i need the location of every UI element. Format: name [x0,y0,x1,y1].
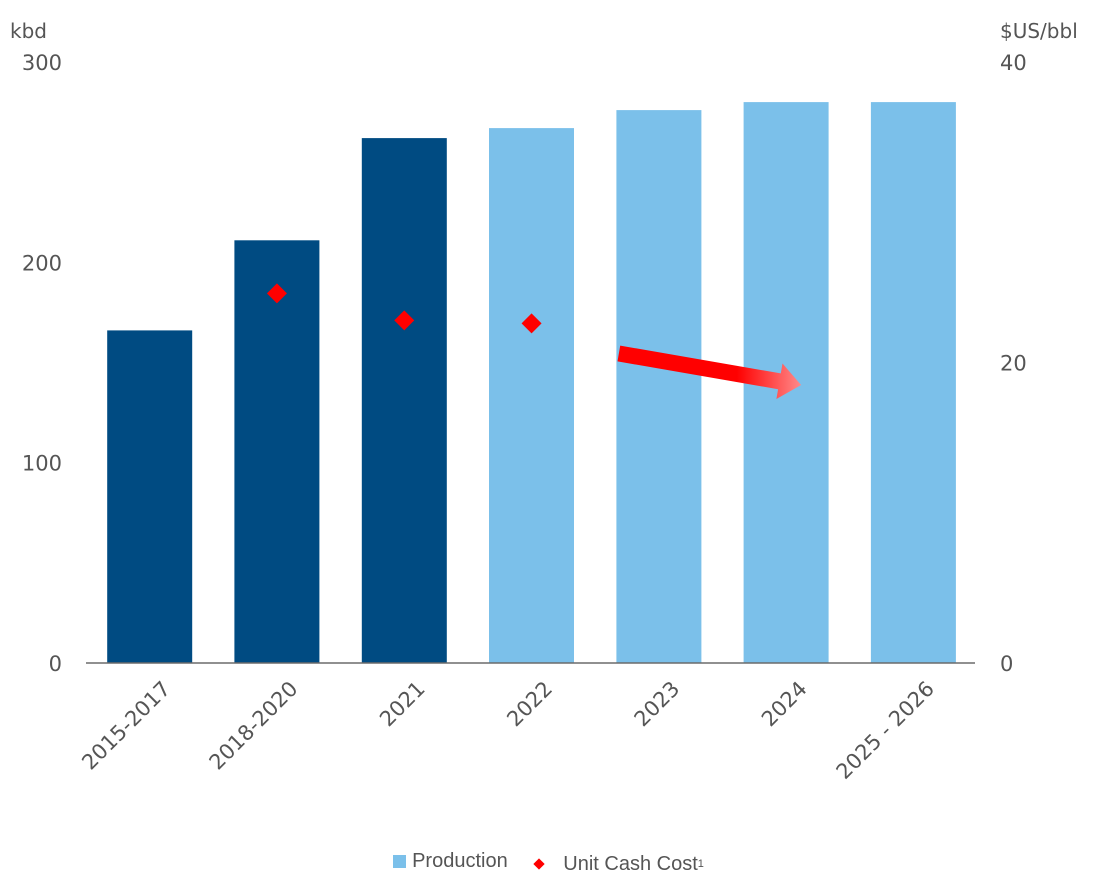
trend-arrow [617,345,802,399]
category-label-2: 2021 [375,677,430,732]
bar-4 [616,110,702,664]
bar-6 [870,102,956,664]
left-axis-unit: kbd [10,19,47,43]
right-axis-unit: $US/bbl [1000,19,1078,43]
left-tick-label: 300 [22,51,62,75]
category-label-6: 2025 - 2026 [832,677,939,784]
left-tick-label: 200 [22,251,62,275]
legend-item-production: Production [393,850,508,873]
left-tick-label: 0 [49,652,62,676]
cost-marker-3 [521,313,542,334]
legend-unit-cash-cost-swatch [533,858,545,870]
bar-0 [107,330,193,663]
legend-production-swatch [393,855,407,868]
legend: Production Unit Cash Cost 1 [0,850,1097,876]
markers [266,283,542,334]
category-label-4: 2023 [630,677,685,732]
bar-2 [361,138,447,664]
cost-marker-2 [394,310,415,331]
legend-production-label: Production [412,850,508,872]
legend-item-unit-cash-cost: Unit Cash Cost 1 [529,853,704,876]
category-label-5: 2024 [757,677,812,732]
category-label-3: 2022 [502,677,557,732]
bars [107,102,956,664]
category-label-1: 2018-2020 [205,677,303,775]
left-axis-ticks: 0 100 200 300 [22,51,62,676]
right-tick-label: 20 [1000,352,1027,376]
legend-unit-cash-cost-label: Unit Cash Cost [563,852,698,875]
bar-3 [489,128,574,664]
right-axis-ticks: 0 20 40 [1000,51,1027,676]
bar-1 [234,240,320,664]
category-labels: 2015-2017 2018-2020 2021 2022 2023 2024 2025 -… [77,677,939,784]
category-label-0: 2015-2017 [77,677,175,775]
left-tick-label: 100 [22,452,62,476]
cost-marker-1 [266,283,287,304]
right-tick-label: 40 [1000,51,1027,75]
legend-footnote-mark: 1 [697,858,704,870]
right-tick-label: 0 [1000,652,1013,676]
